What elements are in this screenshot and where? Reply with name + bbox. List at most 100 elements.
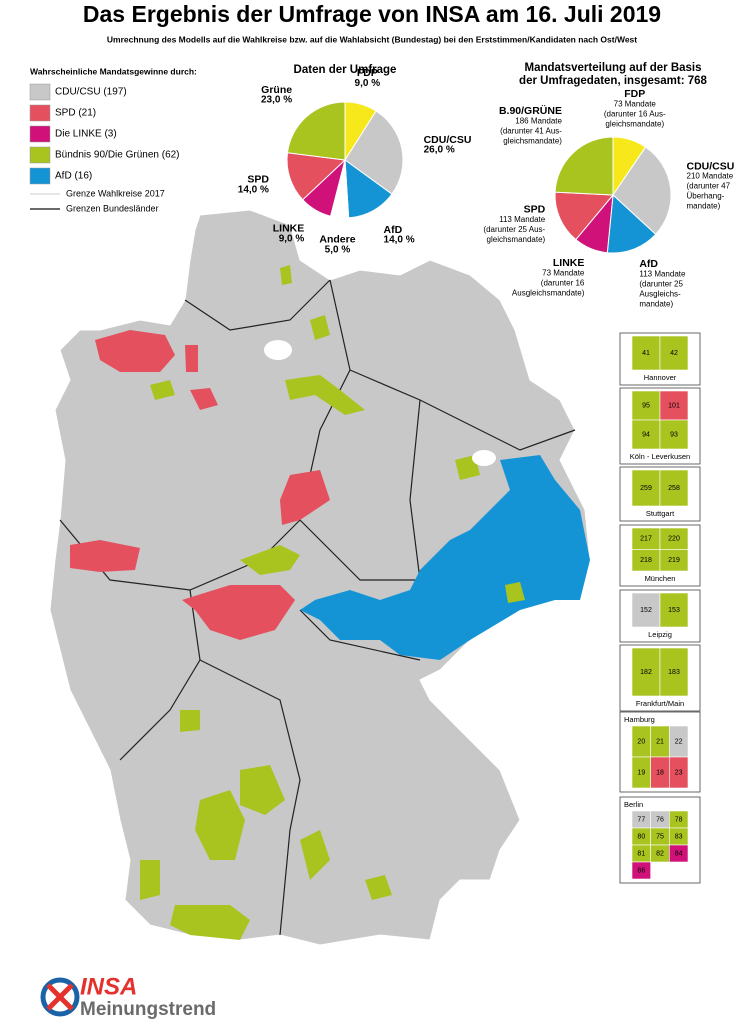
inset-district xyxy=(659,419,689,450)
inset-district-label: 75 xyxy=(656,833,664,840)
inset-district-label: 183 xyxy=(668,669,680,676)
inset-name: München xyxy=(645,574,676,583)
pie-label: (darunter 47 xyxy=(687,182,731,191)
pie-label: FDP xyxy=(357,67,378,79)
pie-label: AfD xyxy=(639,258,658,270)
pie-label: CDU/CSU xyxy=(424,134,472,146)
inset-district-label: 81 xyxy=(637,850,645,857)
inset-name: Berlin xyxy=(624,800,643,809)
pie-label: (darunter 41 Aus- xyxy=(500,127,562,136)
legend-label: CDU/CSU (197) xyxy=(55,87,127,98)
inset-district-label: 20 xyxy=(637,738,645,745)
region-gruene xyxy=(240,545,300,575)
pie-label: 186 Mandate xyxy=(515,117,562,126)
logo-tagline: Meinungstrend xyxy=(80,999,216,1020)
subtitle: Umrechnung des Modells auf die Wahlkreis… xyxy=(107,34,637,44)
pie-label: 73 Mandate xyxy=(542,268,585,277)
inset-district-label: 86 xyxy=(637,867,645,874)
pie-label: gleichsmandate) xyxy=(503,137,562,146)
inset-district-label: 258 xyxy=(668,485,680,492)
legend-label: SPD (21) xyxy=(55,108,96,119)
pie-slice xyxy=(612,146,672,236)
inset-district-label: 22 xyxy=(675,738,683,745)
pie-label: 14,0 % xyxy=(238,184,269,195)
pie-slice xyxy=(554,191,615,241)
pie-label: Ausgleichs- xyxy=(639,289,681,298)
inset-district-label: 182 xyxy=(640,669,652,676)
pie-label: LINKE xyxy=(273,223,305,235)
city-berlin xyxy=(472,450,496,466)
pie-label: (darunter 25 Aus- xyxy=(483,225,545,234)
region-gruene xyxy=(300,830,330,880)
inset-district-label: 82 xyxy=(656,850,664,857)
pie-label: 14,0 % xyxy=(384,235,415,246)
inset-district-label: 153 xyxy=(668,607,680,614)
inset-district xyxy=(631,469,661,507)
legend-swatch xyxy=(29,167,51,185)
inset-district-label: 19 xyxy=(637,769,645,776)
pie-label: 9,0 % xyxy=(355,78,381,89)
pie-label: 113 Mandate xyxy=(639,269,686,278)
pie-slice xyxy=(286,152,347,201)
region-spd xyxy=(95,330,175,372)
region-gruene xyxy=(150,380,175,400)
city-hamburg xyxy=(264,340,292,360)
inset-district xyxy=(631,861,651,880)
inset-district xyxy=(631,390,661,421)
insets: Hannover 41 42 Köln - Leverkusen 95 101 94 93 St… xyxy=(619,332,701,884)
region-gruene xyxy=(180,710,200,732)
inset-district-label: 101 xyxy=(668,402,680,409)
pie-label: CDU/CSU xyxy=(687,160,735,172)
pie-label: AfD xyxy=(384,224,403,236)
logo-cross xyxy=(46,983,74,1011)
legend: Wahrscheinliche Mandatsgewinne durch: CD… xyxy=(29,66,197,213)
inset-district-label: 83 xyxy=(675,833,683,840)
pie-slice xyxy=(344,110,404,195)
pie-title: der Umfragedaten, insgesamt: 768 xyxy=(519,75,708,87)
pie-label: Andere xyxy=(319,233,355,245)
inset-district xyxy=(659,335,689,371)
legend-swatch xyxy=(29,146,51,164)
legend-label: Die LINKE (3) xyxy=(55,129,117,140)
region-afd xyxy=(300,455,590,660)
pie-label: Grüne xyxy=(261,84,292,96)
inset-name: Hannover xyxy=(644,373,677,382)
pie-label: Überhang- xyxy=(687,192,725,201)
pie-label: SPD xyxy=(247,174,269,186)
inset-name: Hamburg xyxy=(624,715,655,724)
inset-district-label: 21 xyxy=(656,738,664,745)
inset-district-label: 80 xyxy=(637,833,645,840)
inset-district-label: 94 xyxy=(642,431,650,438)
inset-name: Köln - Leverkusen xyxy=(630,452,690,461)
germany xyxy=(49,209,591,946)
region-gruene xyxy=(240,765,285,815)
pie-label: 73 Mandate xyxy=(614,99,657,108)
pie-label: 23,0 % xyxy=(261,95,292,106)
inset-district xyxy=(631,647,661,697)
pie-label: 113 Mandate xyxy=(499,215,546,224)
inset-district-label: 220 xyxy=(668,536,680,543)
inset-district-label: 219 xyxy=(668,557,680,564)
region-gruene xyxy=(170,905,250,940)
region-gruene xyxy=(365,875,392,900)
inset-name: Leipzig xyxy=(648,630,672,639)
inset-district-label: 152 xyxy=(640,607,652,614)
title: Das Ergebnis der Umfrage von INSA am 16.… xyxy=(83,1,661,27)
legend-line-label: Grenzen Bundesländer xyxy=(66,203,159,213)
inset-district-label: 259 xyxy=(640,485,652,492)
region-spd xyxy=(280,470,330,525)
pie-label: 26,0 % xyxy=(424,145,455,156)
inset-name: Frankfurt/Main xyxy=(636,699,684,708)
legend-line-label: Grenze Wahlkreise 2017 xyxy=(66,188,165,198)
pie-label: B.90/GRÜNE xyxy=(499,104,562,117)
pie-title: Mandatsverteilung auf der Basis xyxy=(524,62,701,74)
inset-district-label: 218 xyxy=(640,557,652,564)
inset-district xyxy=(659,592,689,628)
inset-district-label: 217 xyxy=(640,536,652,543)
region-gruene xyxy=(285,375,365,415)
inset-district-label: 23 xyxy=(675,769,683,776)
inset-district-label: 42 xyxy=(670,350,678,357)
legend-swatch xyxy=(29,104,51,122)
inset-district-label: 84 xyxy=(675,850,683,857)
